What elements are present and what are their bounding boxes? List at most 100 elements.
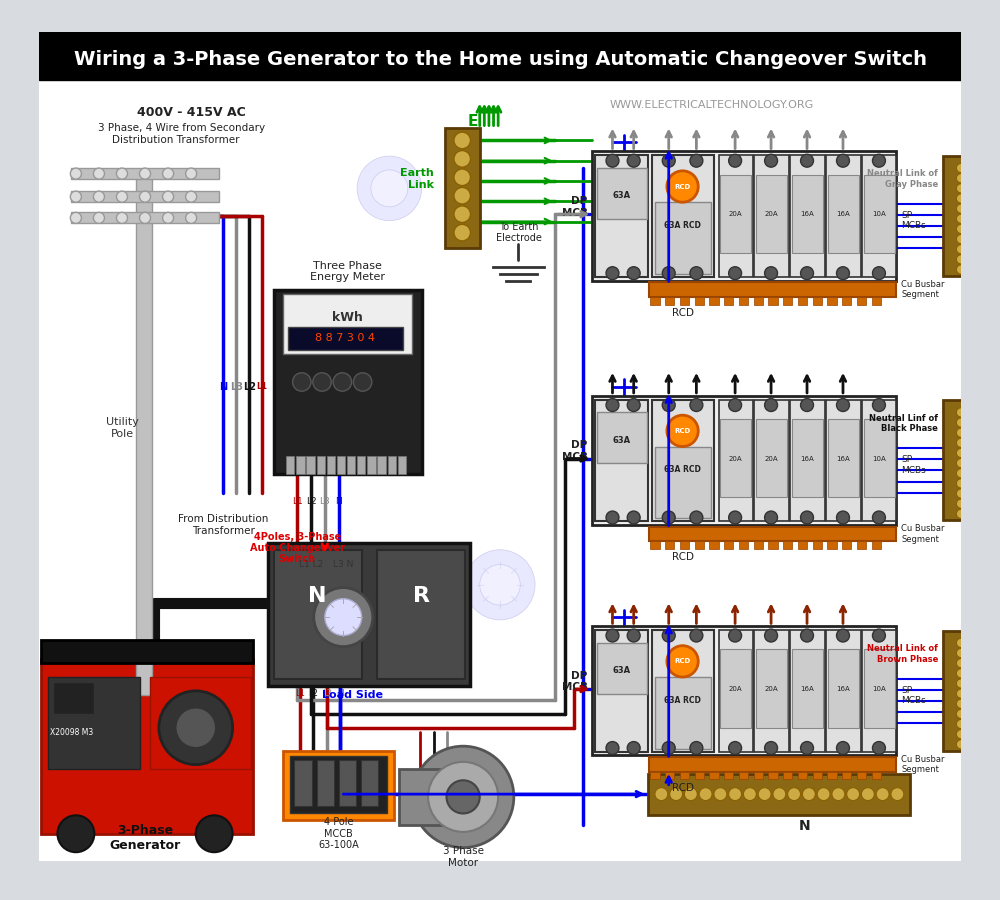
Bar xyxy=(724,542,733,549)
Circle shape xyxy=(667,415,698,446)
Circle shape xyxy=(956,709,966,718)
Circle shape xyxy=(116,212,128,223)
Bar xyxy=(695,297,704,304)
Text: 63A: 63A xyxy=(613,666,631,675)
Circle shape xyxy=(606,742,619,754)
Text: N: N xyxy=(337,689,344,698)
Circle shape xyxy=(956,265,966,274)
Circle shape xyxy=(454,169,470,185)
Bar xyxy=(828,418,859,497)
Bar xyxy=(680,772,689,779)
Bar xyxy=(792,175,823,253)
Circle shape xyxy=(956,438,966,447)
Bar xyxy=(842,297,851,304)
Bar xyxy=(792,650,823,728)
Bar xyxy=(339,760,356,806)
Bar xyxy=(592,151,896,281)
Circle shape xyxy=(627,266,640,280)
Bar xyxy=(652,400,714,521)
Circle shape xyxy=(116,168,128,179)
Circle shape xyxy=(817,788,830,801)
Text: L2: L2 xyxy=(243,382,256,392)
Circle shape xyxy=(690,154,703,167)
Circle shape xyxy=(956,689,966,698)
Text: 16A: 16A xyxy=(836,455,850,462)
Text: E: E xyxy=(467,113,478,129)
Circle shape xyxy=(606,511,619,524)
Bar xyxy=(398,455,406,474)
Circle shape xyxy=(729,788,742,801)
Text: SP
MCBs: SP MCBs xyxy=(901,455,926,474)
Bar xyxy=(680,297,689,304)
Text: N: N xyxy=(798,819,810,833)
Bar xyxy=(862,630,896,752)
Circle shape xyxy=(956,164,966,173)
Circle shape xyxy=(655,788,668,801)
Bar xyxy=(150,677,251,770)
Circle shape xyxy=(801,399,813,411)
Bar xyxy=(783,772,792,779)
Text: Switch: Switch xyxy=(279,554,316,564)
Text: RCD: RCD xyxy=(672,308,694,318)
Bar xyxy=(592,396,896,525)
Circle shape xyxy=(93,168,104,179)
Text: 10A: 10A xyxy=(872,455,886,462)
Circle shape xyxy=(371,170,408,207)
Text: 16A: 16A xyxy=(800,686,814,692)
Text: DP
MCB: DP MCB xyxy=(562,670,588,692)
Circle shape xyxy=(606,629,619,642)
Circle shape xyxy=(956,235,966,244)
Text: N: N xyxy=(335,498,342,507)
Bar xyxy=(648,774,910,815)
Circle shape xyxy=(956,509,966,518)
Bar xyxy=(41,659,253,833)
Circle shape xyxy=(428,761,498,832)
Text: L1: L1 xyxy=(295,689,305,698)
Circle shape xyxy=(333,373,352,392)
Text: X20098 M3: X20098 M3 xyxy=(50,728,93,737)
Bar xyxy=(665,297,674,304)
Bar xyxy=(827,542,837,549)
Circle shape xyxy=(186,168,197,179)
Circle shape xyxy=(70,191,81,202)
Text: DP
MCB: DP MCB xyxy=(562,196,588,218)
Text: Auto Changeover: Auto Changeover xyxy=(250,543,345,553)
Circle shape xyxy=(70,168,81,179)
Bar xyxy=(597,643,647,694)
Bar xyxy=(39,32,961,79)
Bar xyxy=(828,650,859,728)
Text: 63A: 63A xyxy=(613,191,631,200)
Circle shape xyxy=(872,511,885,524)
Circle shape xyxy=(956,184,966,193)
Circle shape xyxy=(454,150,470,167)
Text: 3-Phase
Generator: 3-Phase Generator xyxy=(109,824,181,852)
Circle shape xyxy=(765,266,778,280)
Bar xyxy=(655,677,711,749)
Bar xyxy=(827,772,837,779)
Circle shape xyxy=(729,742,742,754)
Text: 20A: 20A xyxy=(764,455,778,462)
Circle shape xyxy=(662,399,675,411)
Bar xyxy=(739,542,748,549)
Bar xyxy=(337,455,345,474)
Bar xyxy=(724,297,733,304)
Text: Cu Busbar
Segment: Cu Busbar Segment xyxy=(901,280,945,300)
Bar xyxy=(592,626,896,755)
Circle shape xyxy=(956,669,966,678)
Bar xyxy=(943,400,979,520)
Circle shape xyxy=(837,629,849,642)
Circle shape xyxy=(837,742,849,754)
Bar xyxy=(720,650,751,728)
Circle shape xyxy=(690,511,703,524)
Bar xyxy=(367,455,376,474)
Bar xyxy=(650,772,660,779)
Text: RCD: RCD xyxy=(672,553,694,562)
Bar xyxy=(756,418,787,497)
Text: Neutral Link of
Brown Phase: Neutral Link of Brown Phase xyxy=(867,644,938,663)
Circle shape xyxy=(956,194,966,203)
Text: L3 N: L3 N xyxy=(333,560,353,569)
Circle shape xyxy=(801,629,813,642)
Bar xyxy=(274,550,362,679)
Circle shape xyxy=(690,266,703,280)
Circle shape xyxy=(163,212,174,223)
